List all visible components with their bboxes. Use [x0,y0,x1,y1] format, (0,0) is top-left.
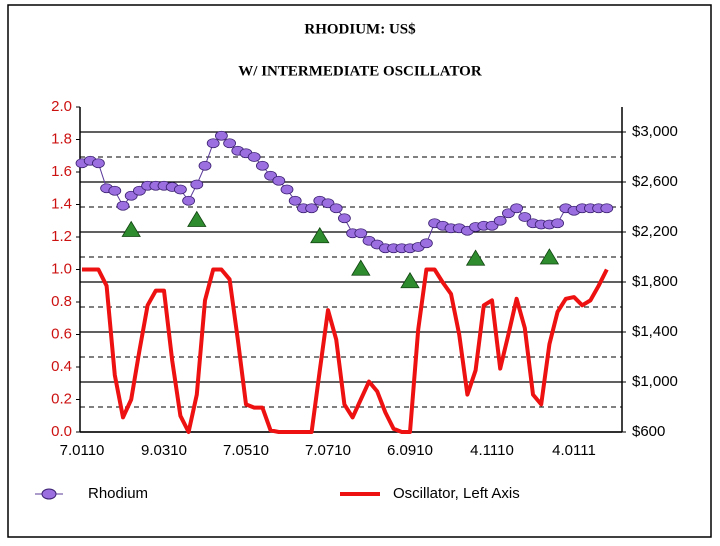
legend-label: Rhodium [88,485,148,502]
data-point [223,138,237,149]
chart-subtitle: W/ INTERMEDIATE OSCILLATOR [238,63,482,79]
y2-tick-label: $1,800 [632,273,678,290]
x-tick-label: 4.1110 [470,442,514,459]
signal-marker [187,210,207,227]
y2-tick-label: $2,600 [632,173,678,190]
data-point [247,152,261,162]
data-point [272,175,286,186]
y-tick-label: 1.2 [51,228,72,245]
legend-label: Oscillator, Left Axis [393,485,520,502]
legend-swatch [41,488,57,500]
y2-tick-label: $1,000 [632,373,678,390]
data-point [108,185,122,196]
data-point [600,203,614,214]
y-tick-label: 0.0 [51,423,72,440]
x-tick-label: 6.0910 [387,442,433,459]
data-point [354,228,368,239]
y-tick-label: 1.0 [51,260,72,277]
signal-marker [310,226,330,244]
data-point [329,203,343,214]
y-tick-label: 0.8 [51,293,72,310]
x-tick-label: 4.0111 [552,442,596,459]
data-point [198,160,212,171]
data-point [280,184,294,195]
y2-tick-label: $1,400 [632,323,678,340]
data-point [288,195,302,206]
y-tick-label: 1.4 [51,195,72,212]
y-tick-label: 1.6 [51,163,72,180]
y2-tick-label: $2,200 [632,223,678,240]
data-point [173,184,187,195]
data-point [518,212,532,222]
data-point [116,200,130,211]
series-line [82,267,609,434]
data-point [510,203,523,214]
chart-title: RHODIUM: US$ [304,21,416,37]
y2-tick-label: $600 [632,423,665,440]
x-tick-label: 7.0110 [60,442,105,459]
data-point [92,158,105,169]
signal-marker [351,259,371,276]
y2-tick-label: $3,000 [632,123,678,140]
y-tick-label: 2.0 [51,98,72,115]
x-tick-label: 7.0510 [223,442,269,459]
x-tick-label: 9.0310 [141,442,187,459]
y-tick-label: 0.2 [51,390,72,407]
y-tick-label: 0.4 [51,358,72,375]
data-point [493,215,507,226]
signal-marker [121,220,141,237]
data-point [337,213,351,224]
signal-marker [465,249,486,266]
signal-marker [539,248,560,265]
data-point [255,160,269,171]
data-point [419,238,433,249]
data-point [182,195,196,206]
y-tick-label: 1.8 [51,130,72,147]
data-point [305,203,319,214]
data-point [551,218,564,229]
data-point [214,130,228,141]
x-tick-label: 7.0710 [305,442,351,459]
data-point [206,138,220,149]
signal-marker [400,271,420,289]
y-tick-label: 0.6 [51,325,72,342]
data-point [190,179,204,190]
